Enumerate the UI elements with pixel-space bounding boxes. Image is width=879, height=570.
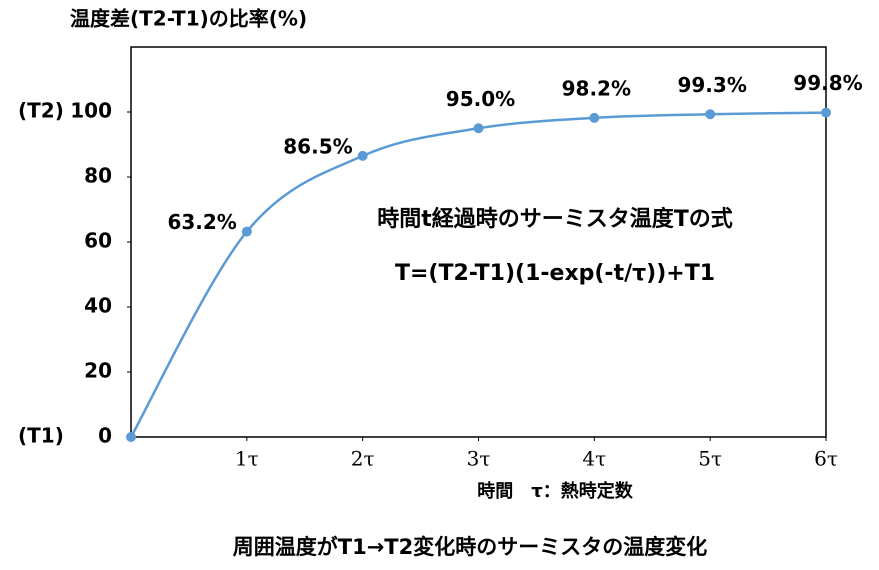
y-tick-label: 80 bbox=[84, 164, 112, 188]
caption: 周囲温度がT1→T2変化時のサーミスタの温度変化 bbox=[233, 535, 707, 559]
x-tick-label: 6τ bbox=[814, 447, 838, 471]
y-axis-title: 温度差(T2-T1)の比率(%) bbox=[70, 7, 307, 31]
x-tick-label: 1τ bbox=[235, 447, 259, 471]
y-tick-label: 100 bbox=[70, 99, 112, 123]
data-point bbox=[126, 432, 136, 442]
value-label: 63.2% bbox=[167, 210, 236, 234]
value-label: 98.2% bbox=[562, 76, 631, 100]
x-tick-label: 3τ bbox=[467, 447, 491, 471]
data-point bbox=[241, 226, 252, 237]
value-label: 99.8% bbox=[793, 71, 862, 95]
y-tick-annotation: (T1) bbox=[18, 424, 64, 448]
x-tick-label: 4τ bbox=[582, 447, 606, 471]
y-tick-label: 60 bbox=[84, 229, 112, 253]
data-point bbox=[473, 123, 484, 134]
data-point bbox=[705, 109, 716, 120]
data-point bbox=[589, 112, 600, 123]
x-axis-title: 時間 τ：熱時定数 bbox=[477, 480, 633, 502]
y-tick-label: 0 bbox=[98, 424, 112, 448]
data-point bbox=[357, 150, 368, 161]
value-label: 86.5% bbox=[283, 134, 352, 158]
y-tick-label: 40 bbox=[84, 294, 112, 318]
value-label: 99.3% bbox=[677, 73, 746, 97]
y-tick-annotation: (T2) bbox=[18, 99, 64, 123]
x-tick-label: 2τ bbox=[351, 447, 375, 471]
x-tick-label: 5τ bbox=[698, 447, 722, 471]
data-point bbox=[821, 107, 831, 118]
y-tick-label: 20 bbox=[84, 359, 112, 383]
annotation: 時間t経過時のサーミスタ温度Tの式 bbox=[377, 206, 733, 232]
value-label: 95.0% bbox=[446, 87, 515, 111]
annotation: T=(T2-T1)(1-exp(-t/τ))+T1 bbox=[395, 261, 715, 286]
